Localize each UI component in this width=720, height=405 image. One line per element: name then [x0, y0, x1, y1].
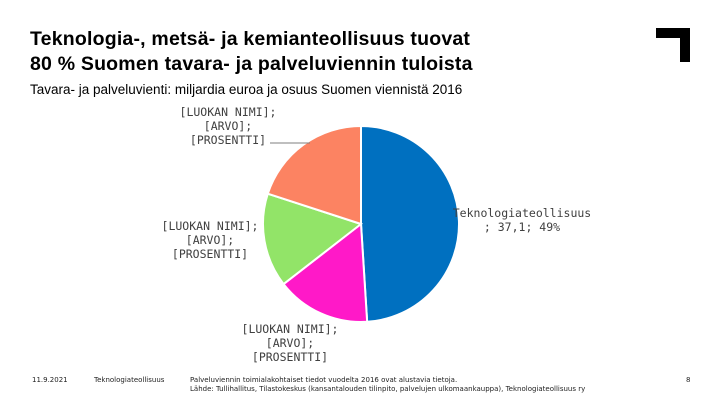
title-line-1: Teknologia-, metsä- ja kemianteollisuus … — [30, 28, 471, 50]
slice-label-1: Teknologiateollisuus; 37,1; 49% — [453, 206, 591, 234]
pie-slice-4 — [266, 124, 362, 226]
page-title: Teknologia-, metsä- ja kemianteollisuus … — [30, 27, 630, 77]
footer-date: 11.9.2021 — [32, 376, 68, 384]
footer-page-number: 8 — [686, 376, 691, 384]
chart-subtitle: Tavara- ja palveluvienti: miljardia euro… — [30, 82, 463, 97]
corner-bracket-logo — [656, 28, 690, 62]
footer-note-line-1: Palveluviennin toimialakohtaiset tiedot … — [190, 376, 458, 384]
slice-label-3: [LUOKAN NIMI]; [ARVO]; [PROSENTTI] — [162, 219, 259, 261]
footer-note: Palveluviennin toimialakohtaiset tiedot … — [190, 376, 585, 394]
slice-label-2: [LUOKAN NIMI]; [ARVO]; [PROSENTTI] — [242, 322, 339, 364]
slice-label-4: [LUOKAN NIMI]; [ARVO]; [PROSENTTI] — [180, 105, 277, 147]
title-line-2: 80 % Suomen tavara- ja palveluviennin tu… — [30, 53, 473, 75]
pie-slice-1 — [360, 124, 460, 323]
footer-source-line: Lähde: Tulli­hallitus, Tilastokeskus (ka… — [190, 385, 586, 393]
footer-org: Teknologiateollisuus — [94, 376, 165, 384]
pie-slice-2 — [282, 222, 369, 323]
